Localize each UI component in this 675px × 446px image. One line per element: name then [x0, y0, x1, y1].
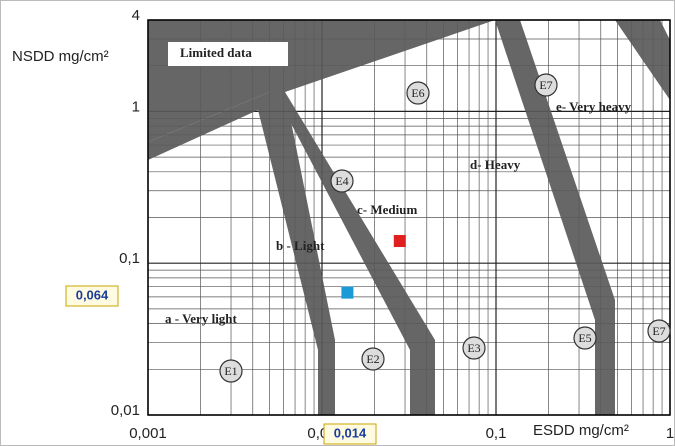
region-label: b - Light [276, 238, 325, 253]
region-label: c- Medium [357, 202, 417, 217]
marker-label: E4 [335, 174, 348, 188]
x-tick-label: 1 [666, 425, 674, 442]
marker-label: E5 [578, 331, 591, 345]
band-2 [270, 92, 435, 415]
y-tick-label: 0,1 [119, 250, 140, 267]
marker-circle [534, 73, 558, 97]
region-label: d- Heavy [470, 157, 521, 172]
highlight-label: 0,014 [334, 425, 367, 440]
marker-label: E7 [652, 324, 665, 338]
highlight-box [323, 423, 377, 445]
plot-area [147, 19, 671, 416]
x-tick-label: 0,001 [129, 425, 167, 442]
marker-label: E7 [539, 78, 552, 92]
highlight-label: 0,064 [76, 287, 109, 302]
y-tick-label: 4 [132, 7, 140, 24]
region-label: e- Very heavy [556, 99, 632, 114]
marker-circle [462, 336, 486, 360]
marker-label: E1 [224, 364, 237, 378]
y-tick-label: 0,01 [111, 402, 140, 419]
marker-circle [219, 359, 243, 383]
y-axis-label: NSDD mg/cm² [12, 48, 109, 65]
x-axis-label: ESDD mg/cm² [533, 422, 629, 439]
marker-label: E6 [411, 86, 424, 100]
x-tick-label: 0,1 [486, 425, 507, 442]
marker-circle [573, 326, 597, 350]
data-point [341, 286, 354, 299]
marker-circle [406, 81, 430, 105]
highlight-box [65, 285, 119, 307]
band-1 [148, 92, 335, 415]
data-point [393, 235, 406, 248]
label-bg [168, 42, 288, 66]
marker-label: E3 [467, 341, 480, 355]
region-label: a - Very light [165, 311, 238, 326]
y-tick-label: 1 [132, 98, 140, 115]
band-3 [495, 20, 615, 415]
band-4 [615, 20, 670, 100]
marker-label: E2 [366, 352, 379, 366]
marker-circle [330, 169, 354, 193]
region-label: Limited data [180, 45, 252, 60]
marker-circle [361, 347, 385, 371]
marker-circle [647, 319, 671, 343]
